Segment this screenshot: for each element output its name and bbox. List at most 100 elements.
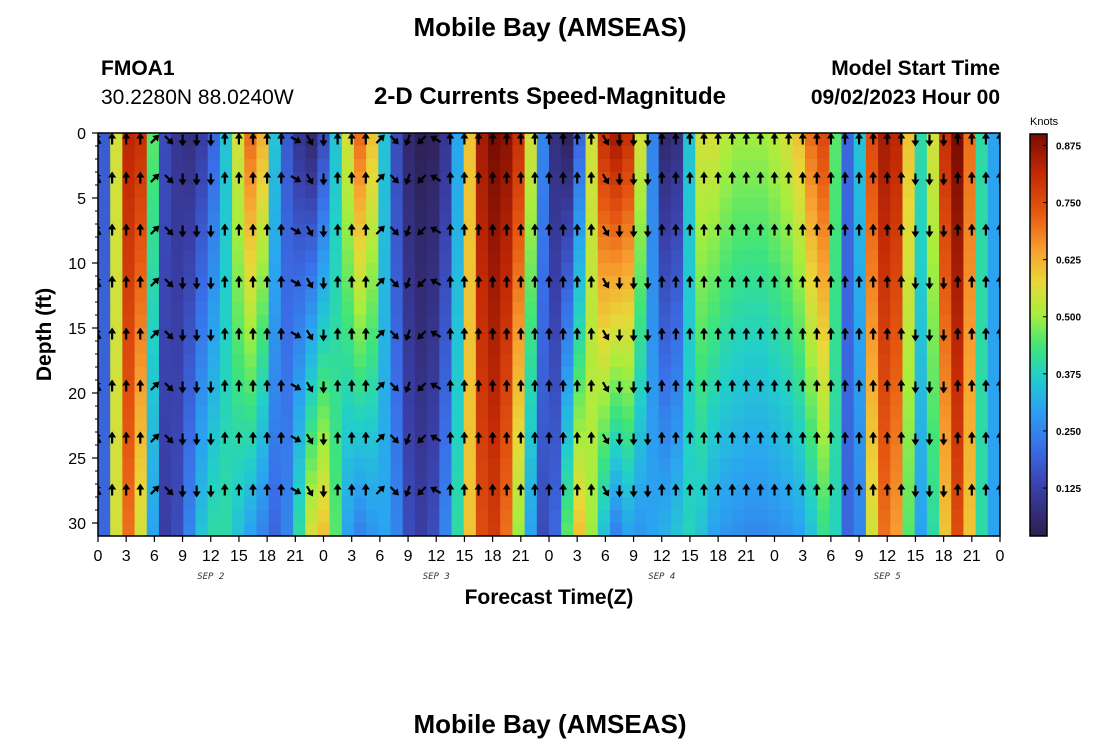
current-arrow: [812, 327, 821, 340]
heat-cell: [268, 367, 282, 381]
current-arrow: [430, 174, 442, 182]
current-arrow: [178, 485, 187, 498]
heat-cell: [987, 315, 1000, 329]
current-arrow: [826, 327, 835, 340]
heat-cell: [939, 159, 952, 173]
current-arrow: [290, 175, 302, 183]
heat-cell: [987, 393, 1000, 407]
heat-cell: [524, 263, 538, 277]
heat-cell: [451, 146, 465, 160]
current-arrow: [234, 223, 243, 236]
heat-cell: [939, 146, 952, 160]
current-arrow: [164, 434, 174, 444]
heat-cell: [731, 224, 745, 238]
heat-cell: [305, 250, 319, 264]
current-arrow: [855, 379, 864, 392]
heat-cell: [646, 198, 660, 212]
current-arrow: [615, 433, 624, 446]
current-arrow: [573, 483, 582, 496]
current-arrow: [277, 133, 286, 145]
x-tick-label: 6: [150, 548, 159, 565]
heat-cell: [329, 458, 343, 472]
heat-cell: [926, 393, 940, 407]
current-arrow: [601, 173, 610, 185]
heat-cell: [756, 432, 770, 446]
current-arrow: [657, 133, 666, 145]
heat-cell: [463, 237, 477, 251]
heat-cell: [951, 523, 965, 536]
heat-cell: [366, 172, 379, 186]
heat-cell: [341, 237, 355, 251]
heat-cell: [585, 198, 599, 212]
heat-cell: [853, 393, 867, 407]
current-arrow: [967, 275, 976, 288]
heat-cell: [146, 471, 160, 485]
current-arrow: [220, 171, 229, 184]
current-arrow: [770, 379, 779, 392]
heat-cell: [244, 341, 258, 355]
current-arrow: [643, 134, 652, 147]
heat-cell: [658, 497, 672, 511]
heat-cell: [707, 393, 721, 407]
heat-cell: [512, 406, 526, 420]
heat-cell: [122, 419, 136, 433]
heat-cell: [585, 185, 599, 199]
current-arrow: [361, 327, 370, 340]
heat-cell: [256, 198, 270, 212]
current-arrow: [728, 171, 737, 184]
heat-cell: [902, 523, 916, 536]
heat-cell: [341, 406, 355, 420]
heat-cell: [573, 315, 587, 329]
heat-cell: [451, 445, 465, 459]
heat-cell: [780, 185, 794, 199]
heat-cell: [451, 315, 465, 329]
heat-cell: [597, 354, 611, 368]
current-arrow: [559, 327, 568, 340]
current-arrow: [530, 379, 539, 392]
heat-cell: [268, 250, 282, 264]
heat-cell: [902, 211, 916, 225]
heat-cell: [573, 133, 587, 147]
heat-cell: [573, 198, 587, 212]
heat-cell: [987, 250, 1000, 264]
heat-cell: [707, 406, 721, 420]
heat-cell: [853, 458, 867, 472]
heat-cell: [549, 406, 562, 420]
current-arrow: [178, 225, 187, 238]
heat-cell: [634, 510, 648, 524]
heat-cell: [609, 159, 623, 173]
heat-cell: [865, 250, 879, 264]
heat-cell: [914, 224, 928, 238]
current-arrow: [389, 382, 399, 392]
heat-cell: [841, 237, 855, 251]
heat-cell: [341, 445, 355, 459]
heat-cell: [329, 198, 343, 212]
heat-cell: [585, 302, 599, 316]
current-arrow: [897, 379, 906, 392]
heat-cell: [865, 263, 879, 277]
heat-cell: [646, 250, 660, 264]
current-arrow: [629, 433, 638, 446]
current-arrow: [953, 133, 962, 145]
heat-cell: [597, 263, 611, 277]
current-arrow: [798, 379, 807, 392]
current-arrow: [136, 275, 145, 288]
model-start-value: 09/02/2023 Hour 00: [810, 86, 1000, 109]
heat-cell: [695, 523, 709, 536]
heat-cell: [183, 471, 197, 485]
heat-cell: [817, 393, 830, 407]
heat-cell: [244, 159, 258, 173]
heat-cell: [597, 250, 611, 264]
current-arrow: [756, 223, 765, 236]
heat-cell: [549, 250, 562, 264]
current-arrow: [700, 275, 708, 288]
heat-cell: [463, 159, 477, 173]
heat-cell: [890, 263, 904, 277]
heat-cell: [488, 510, 501, 524]
heat-cell: [658, 237, 672, 251]
heat-cell: [451, 393, 465, 407]
heat-cell: [561, 419, 574, 433]
current-arrow: [206, 381, 215, 394]
current-arrow: [263, 133, 272, 145]
heat-cell: [987, 497, 1000, 511]
